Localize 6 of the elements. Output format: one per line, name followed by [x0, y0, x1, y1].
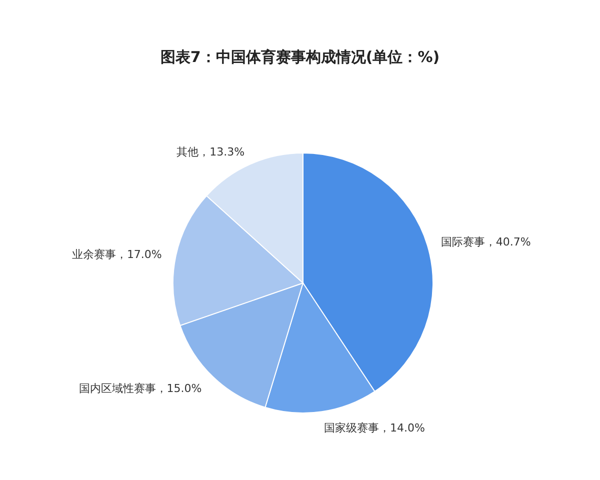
slice-label: 国际赛事，40.7%	[440, 236, 531, 249]
slice-label: 国家级赛事，14.0%	[324, 421, 425, 434]
slice-label: 国内区域性赛事，15.0%	[78, 382, 202, 396]
slice-label: 业余赛事，17.0%	[72, 248, 162, 262]
chart-title: 图表7：中国体育赛事构成情况(单位：%)	[159, 47, 441, 68]
slice-label: 其他，13.3%	[176, 145, 245, 158]
